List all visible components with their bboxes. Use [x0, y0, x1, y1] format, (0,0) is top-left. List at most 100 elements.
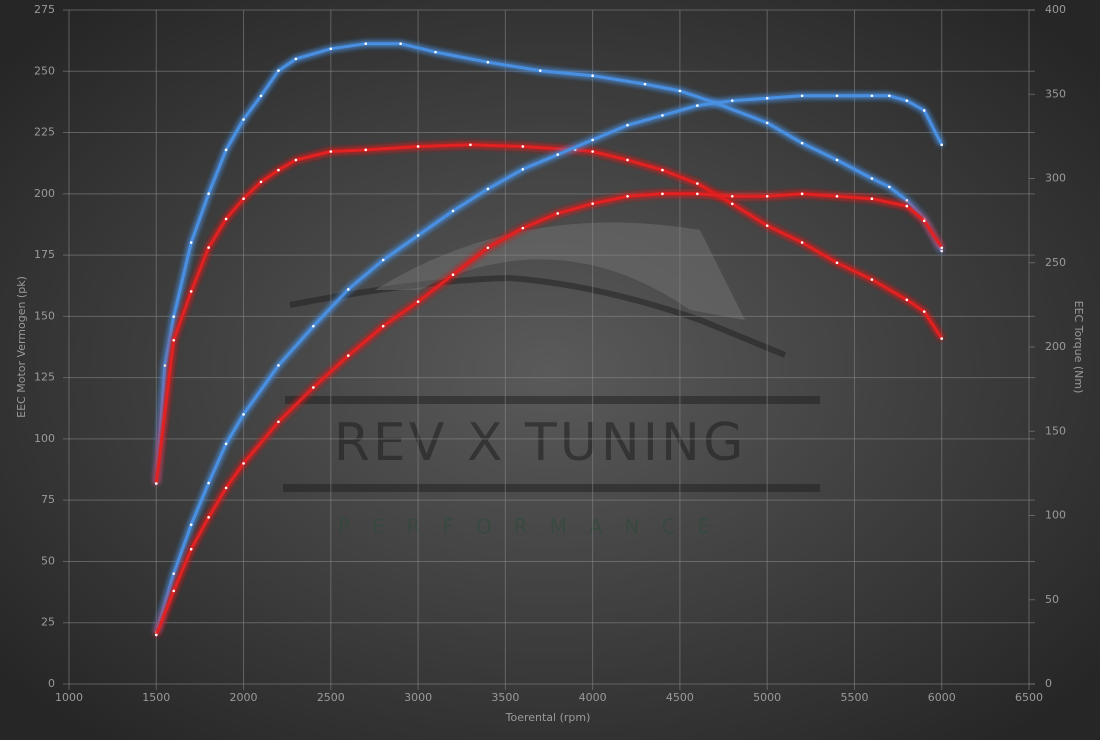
watermark-gauge: [375, 222, 745, 320]
point: [242, 197, 245, 201]
point: [163, 364, 167, 367]
watermark-bar: [285, 396, 820, 404]
point: [888, 185, 891, 189]
y2-tick-label: 100: [1045, 509, 1066, 522]
y-tick-label: 25: [41, 616, 55, 629]
point: [591, 202, 594, 205]
point: [277, 364, 280, 367]
point: [940, 249, 944, 253]
point: [835, 94, 839, 98]
point: [922, 219, 926, 223]
point: [294, 158, 298, 162]
point: [416, 234, 420, 237]
point: [800, 141, 804, 145]
point: [678, 89, 682, 93]
point: [905, 298, 909, 302]
point: [521, 145, 525, 148]
y-tick-label: 100: [34, 432, 55, 445]
point: [224, 148, 228, 152]
point: [696, 192, 699, 196]
point: [416, 300, 420, 303]
y2-tick-label: 200: [1045, 340, 1066, 353]
point: [189, 290, 193, 293]
line: [154, 94, 944, 633]
point: [765, 224, 769, 227]
point: [556, 212, 560, 215]
point: [329, 47, 333, 51]
point: [207, 192, 210, 195]
x-tick-label: 1000: [55, 691, 83, 704]
x-tick-label: 3000: [404, 691, 432, 704]
point: [922, 310, 926, 313]
watermark: REV X TUNING PERFORMANCE: [283, 222, 820, 539]
point: [905, 199, 909, 202]
point: [189, 523, 193, 526]
point: [434, 50, 437, 54]
point: [294, 57, 298, 61]
point: [451, 273, 455, 276]
point: [870, 197, 874, 201]
point: [696, 182, 699, 185]
watermark-bar: [283, 484, 820, 492]
point: [905, 99, 909, 102]
point: [242, 413, 245, 416]
point: [364, 148, 368, 152]
point: [277, 69, 280, 72]
point: [521, 226, 525, 230]
point: [277, 420, 280, 424]
x-tick-label: 4500: [666, 691, 694, 704]
point: [835, 158, 839, 162]
point: [154, 482, 158, 485]
y2-tick-label: 50: [1045, 593, 1059, 606]
point: [626, 194, 629, 198]
point: [730, 194, 734, 198]
point: [207, 481, 210, 485]
y2-axis-label: EEC Torque (Nm): [1072, 301, 1085, 394]
y-tick-label: 275: [34, 3, 55, 16]
point: [800, 241, 804, 244]
line: [154, 42, 944, 484]
point: [224, 486, 228, 490]
x-tick-label: 5000: [753, 691, 781, 704]
point: [486, 246, 490, 250]
point: [940, 246, 944, 250]
point: [346, 288, 350, 291]
y-tick-label: 200: [34, 187, 55, 200]
point: [538, 69, 542, 72]
point: [399, 42, 402, 45]
y-tick-label: 175: [34, 248, 55, 261]
point: [626, 123, 629, 127]
point: [312, 324, 315, 328]
point: [224, 442, 228, 446]
point: [870, 177, 874, 180]
y2-tick-label: 250: [1045, 256, 1066, 269]
point: [888, 94, 891, 98]
y-tick-label: 250: [34, 64, 55, 77]
y2-tick-label: 150: [1045, 424, 1066, 437]
watermark-subtitle: PERFORMANCE: [338, 515, 732, 539]
point: [451, 209, 455, 213]
point: [224, 217, 228, 221]
point: [207, 246, 210, 249]
x-tick-label: 2000: [230, 691, 258, 704]
point: [189, 241, 193, 244]
point: [765, 96, 769, 100]
point: [277, 168, 280, 172]
x-tick-label: 4000: [579, 691, 607, 704]
point: [381, 324, 385, 328]
point: [922, 109, 926, 112]
point: [329, 150, 333, 153]
y-tick-label: 0: [48, 677, 55, 690]
point: [730, 202, 734, 206]
point: [364, 42, 368, 45]
y2-tick-label: 350: [1045, 87, 1066, 100]
point: [207, 516, 210, 519]
point: [643, 82, 647, 86]
x-tick-label: 3500: [491, 691, 519, 704]
point: [800, 94, 804, 98]
y-tick-label: 50: [41, 554, 55, 567]
point: [870, 94, 874, 98]
y-tick-label: 150: [34, 309, 55, 322]
x-axis-label: Toerental (rpm): [505, 711, 591, 724]
